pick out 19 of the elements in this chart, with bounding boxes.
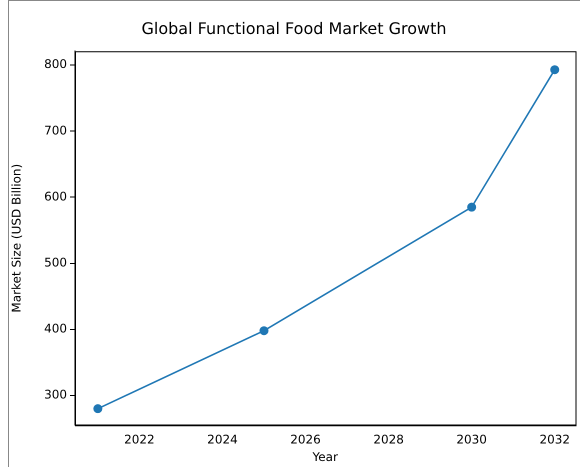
y-tick-label: 300 [44, 388, 67, 402]
x-tick-label: 2028 [373, 432, 404, 447]
chart-title: Global Functional Food Market Growth [142, 18, 446, 38]
x-tick-label: 2026 [290, 432, 321, 447]
y-tick-label: 600 [44, 189, 67, 204]
x-tick-label: 2030 [456, 432, 487, 447]
point [467, 202, 476, 212]
point [259, 326, 268, 336]
x-tick-label: 2032 [539, 432, 570, 447]
y-tick-label: 400 [44, 322, 67, 336]
x-tick-label: 2024 [207, 432, 238, 447]
y-axis-title: Market Size (USD Billion) [9, 164, 24, 313]
point [550, 65, 560, 74]
x-axis-title: Year [312, 450, 338, 464]
y-tick-label: 800 [44, 57, 67, 72]
y-tick-label: 500 [44, 255, 67, 270]
x-tick-label: 2022 [124, 432, 155, 447]
y-tick-label: 700 [44, 123, 67, 138]
point [93, 404, 102, 414]
